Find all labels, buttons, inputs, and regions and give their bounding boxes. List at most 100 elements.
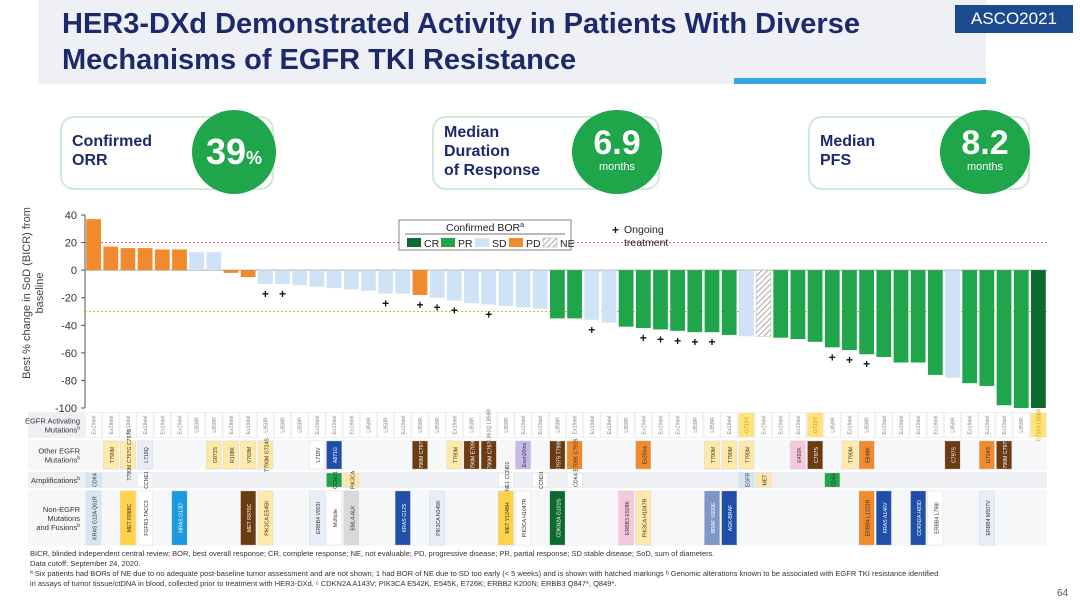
table-cell [859,413,875,437]
bar [824,270,840,348]
page-number: 64 [1057,588,1069,599]
table-cell-text: Ex19del [590,416,596,435]
table-cell-text-group: G724S [986,446,992,463]
table-cell-text: PIK3CA [350,470,356,489]
table-cell-text: ERBB4 M507V [986,500,992,535]
y-tick-label: 0 [71,265,77,277]
table-cell-text: L858R [418,417,424,433]
bar [223,270,239,273]
legend-ongoing-symbol: + [612,223,619,237]
table-cell-text: Ex19del [177,416,183,435]
table-cell [206,413,222,437]
table-cell-text: G873S [213,446,219,463]
table-cell-text-group: Ex19del [676,416,682,435]
table-cell-text-group: L858R [263,417,269,433]
table-cell [807,413,823,437]
table-cell-text-group: Ex19del [452,416,458,435]
kpi-pfs-value: 8.2 [961,124,1009,162]
kpi-dor-value: 6.9 [593,124,641,162]
table-cell-text: PIK3CA H1047R [642,498,648,537]
table-cell [378,413,394,437]
y-tick-label: 20 [65,238,77,250]
table-cell-text: Exon20ins [522,442,528,467]
table-cell-text: L858R [693,417,699,433]
table-cell-text-group: Ex19del [1002,416,1008,435]
table-cell-text: C797S [814,447,820,463]
bar [464,270,479,304]
bar [567,270,582,319]
table-cell-text-group: CCND1 [333,471,339,489]
table-cell-text: EGFR [745,473,751,488]
table-cell-text: E492K [797,447,803,463]
table-cell-text: L858R [1019,417,1025,433]
table-cell [721,413,737,437]
table-cell-text-group: L718Q [144,447,150,463]
table-cell [635,440,652,470]
ongoing-marker: + [434,301,441,315]
bar [550,270,565,319]
table-cell-text: Ex19del [641,416,647,435]
bar [154,249,170,271]
bar [738,270,754,337]
bar [292,270,308,286]
y-tick-label: -60 [61,348,77,360]
table-cell [343,490,360,546]
table-cell [738,440,755,470]
table-cell [635,413,651,437]
table-cell-text: Ex19del [315,416,321,435]
table-cell-text: CDKN2A G101fs [556,498,562,537]
table-cell [979,490,995,546]
bar [532,270,548,309]
table-cell-text: C797S T790M [556,438,562,471]
table-cell-text-group: L858R [710,417,716,433]
footnote-abbreviations: BICR, blinded independent central review… [30,549,715,558]
ongoing-marker: + [691,335,698,349]
table-cell-text: Ex19del [796,416,802,435]
table-cell [755,413,772,437]
bar [395,270,411,294]
bar [859,270,875,355]
table-cell-text: L858R [298,417,304,433]
table-cell [1013,413,1029,437]
table-cell-text: MET Y1248H [505,502,511,533]
table-cell [257,413,273,437]
table-cell-text: E848K [866,447,872,463]
table-row-label: Mutationsb [45,456,81,465]
table-cell-text-group: Ex19del [538,416,544,435]
table-cell [876,413,892,437]
table-cell-text: Ex19del [229,416,235,435]
table-cell-text-group: T790M C797S [1003,438,1009,472]
table-cell-text-group: Ex19del [177,416,183,435]
table-cell [137,490,153,546]
table-cell [704,440,720,470]
table-cell [85,490,102,546]
table-cell-text: Ex19del [676,416,682,435]
table-cell [910,490,926,546]
table-cell-text: KRAS G12A Q61R [93,496,99,540]
legend-ongoing-label: treatment [624,237,668,249]
table-cell-text: L858R [710,417,716,433]
table-cell [120,440,136,470]
bar [704,270,720,333]
bar [481,270,497,305]
table-cell-text-group: Multiple [333,509,339,527]
bar [309,270,325,287]
table-cell-text: T790M [745,447,751,463]
legend-label: PD [526,238,541,250]
table-cell [85,472,102,488]
table-cell [120,490,136,546]
table-cell-text-group: Ex19del [246,416,252,435]
table-cell [309,490,325,546]
kpi-orr-label: Confirmed ORR [72,133,152,169]
y-tick-label: 40 [65,210,77,222]
table-cell-text-group: PIK3CA H1047R [642,498,648,537]
ongoing-marker: + [279,287,286,301]
table-cell-text-group: T790M [110,447,116,463]
table-cell [549,440,566,470]
table-cell-text-group: L858R [281,417,287,433]
kpi-dor-label: Median Duration of Response [444,124,541,179]
table-cell-text-group: A871G [333,447,339,463]
bar [670,270,686,331]
table-cell [927,413,943,437]
table-cell [858,440,875,470]
